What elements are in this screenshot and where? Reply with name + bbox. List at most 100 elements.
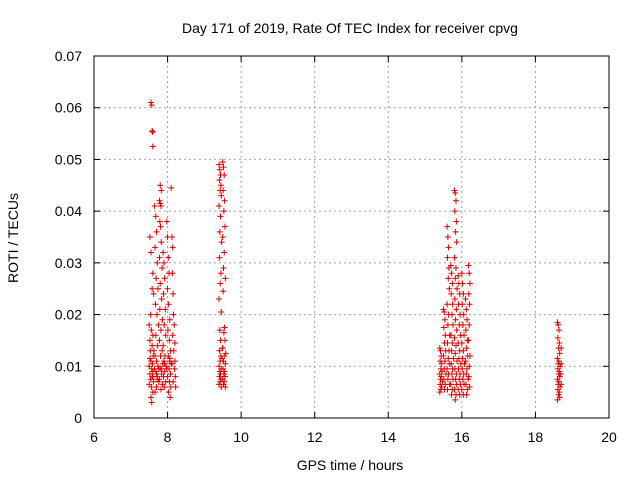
data-point	[458, 270, 465, 277]
data-point	[437, 347, 444, 354]
data-point	[557, 371, 564, 378]
data-point	[158, 365, 165, 372]
data-point	[153, 275, 160, 282]
data-point	[554, 376, 561, 383]
data-point	[451, 334, 458, 341]
data-point	[440, 306, 447, 313]
data-point	[160, 342, 167, 349]
data-point	[166, 355, 173, 362]
data-point	[155, 285, 162, 292]
data-point	[221, 171, 228, 178]
x-tick-label: 14	[380, 429, 396, 445]
data-point	[220, 187, 227, 194]
data-point	[465, 373, 472, 380]
data-point	[153, 371, 160, 378]
x-tick-label: 12	[307, 429, 323, 445]
data-point	[466, 301, 473, 308]
data-point	[154, 376, 161, 383]
grid-lines	[94, 56, 609, 418]
data-point	[157, 202, 164, 209]
data-point	[172, 373, 179, 380]
data-point	[152, 332, 159, 339]
data-point	[465, 376, 472, 383]
data-point	[153, 311, 160, 318]
data-point	[222, 275, 229, 282]
data-point	[152, 368, 159, 375]
data-point	[445, 355, 452, 362]
x-tick-label: 20	[601, 429, 617, 445]
data-point	[448, 290, 455, 297]
data-point	[444, 321, 451, 328]
data-point	[162, 332, 169, 339]
y-tick-label: 0.03	[55, 255, 82, 271]
data-point	[150, 290, 157, 297]
data-point	[170, 311, 177, 318]
data-point	[441, 308, 448, 315]
data-point	[218, 308, 225, 315]
data-point	[219, 159, 226, 166]
data-point	[462, 358, 469, 365]
data-point	[436, 371, 443, 378]
data-point	[441, 358, 448, 365]
data-point	[154, 259, 161, 266]
data-point	[152, 301, 159, 308]
data-point	[169, 332, 176, 339]
data-point	[158, 239, 165, 246]
data-point	[216, 228, 223, 235]
plot-frame	[93, 55, 610, 419]
data-point	[217, 280, 224, 287]
data-point	[153, 228, 160, 235]
data-point	[165, 389, 172, 396]
data-point	[156, 218, 163, 225]
data-point	[168, 234, 175, 240]
data-point	[216, 202, 223, 209]
data-point	[164, 327, 171, 334]
data-point	[453, 306, 460, 313]
x-tick-label: 8	[164, 429, 172, 445]
data-point	[460, 311, 467, 318]
data-point	[148, 327, 155, 334]
data-point	[149, 270, 156, 277]
data-point	[448, 360, 455, 367]
data-point	[148, 99, 155, 106]
data-point	[153, 358, 160, 365]
data-point	[221, 197, 228, 204]
data-point	[558, 381, 565, 388]
data-point	[452, 275, 459, 282]
y-axis-label: ROTI / TECUs	[5, 193, 21, 283]
data-point	[159, 316, 166, 323]
data-point	[152, 352, 159, 359]
plot-border	[93, 55, 610, 419]
y-tick-label: 0.05	[55, 151, 82, 167]
data-point	[465, 262, 472, 269]
data-point	[146, 234, 153, 240]
x-tick-label: 16	[454, 429, 470, 445]
data-point	[453, 327, 460, 334]
data-point	[451, 187, 458, 194]
data-point	[148, 249, 155, 256]
data-point	[163, 218, 170, 225]
data-point	[163, 365, 170, 372]
data-point	[220, 208, 227, 215]
data-point	[463, 345, 470, 352]
data-point	[554, 386, 561, 393]
data-point	[555, 327, 562, 334]
data-point	[216, 327, 223, 334]
data-point	[558, 360, 565, 367]
data-point	[452, 228, 459, 235]
data-point	[447, 332, 454, 339]
data-point	[217, 213, 224, 220]
axis-ticks: 6 8 10 12 14 16 18 20 0 0.01 0.02 0.03 0.04 0.05 0.06 0…	[55, 48, 617, 445]
data-point	[158, 187, 165, 194]
x-tick-label: 10	[233, 429, 249, 445]
data-point	[160, 259, 167, 266]
data-point	[216, 161, 223, 168]
chart-title: Day 171 of 2019, Rate Of TEC Index for r…	[182, 20, 518, 36]
data-point	[161, 275, 168, 282]
data-point	[148, 102, 155, 109]
data-point	[157, 182, 164, 189]
data-point	[454, 285, 461, 292]
data-point	[444, 301, 451, 308]
data-point	[450, 355, 457, 362]
